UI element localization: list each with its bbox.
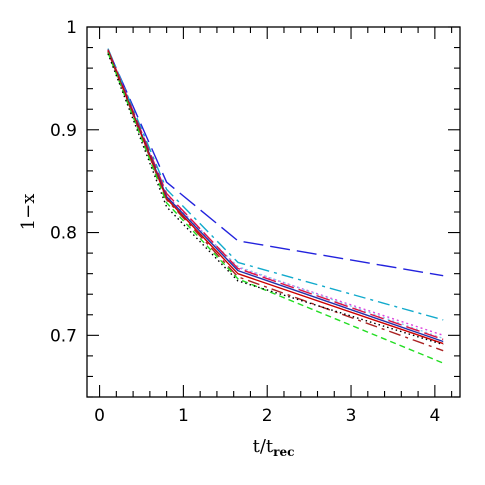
series-line-8 <box>107 51 444 352</box>
x-axis-label: t/trec <box>253 436 295 459</box>
x-tick-label: 1 <box>178 406 189 426</box>
series-line-6 <box>107 50 444 343</box>
series-line-10 <box>107 53 444 346</box>
series-line-5 <box>107 49 444 341</box>
y-tick-label: 0.7 <box>50 326 77 346</box>
y-tick-label: 0.9 <box>50 121 77 141</box>
series-line-7 <box>107 50 444 345</box>
x-tick-label: 0 <box>94 406 105 426</box>
plot-frame <box>86 26 461 398</box>
tick-labels: 0 1 2 3 4 0.7 0.8 0.9 1 <box>50 18 440 426</box>
series-line-3 <box>107 50 444 336</box>
x-axis-label-subscript: rec <box>273 445 294 459</box>
series-line-9 <box>107 52 444 364</box>
y-tick-label: 0.8 <box>50 224 77 244</box>
series-line-2 <box>107 48 444 321</box>
ticks <box>87 26 460 398</box>
series-line-1 <box>107 49 444 277</box>
x-tick-label: 2 <box>262 406 273 426</box>
y-tick-label: 1 <box>66 18 77 38</box>
x-tick-label: 4 <box>429 406 440 426</box>
series-layer <box>107 48 444 364</box>
series-line-4 <box>107 51 444 340</box>
y-axis-label: 1−x <box>18 194 39 231</box>
x-tick-label: 3 <box>346 406 357 426</box>
